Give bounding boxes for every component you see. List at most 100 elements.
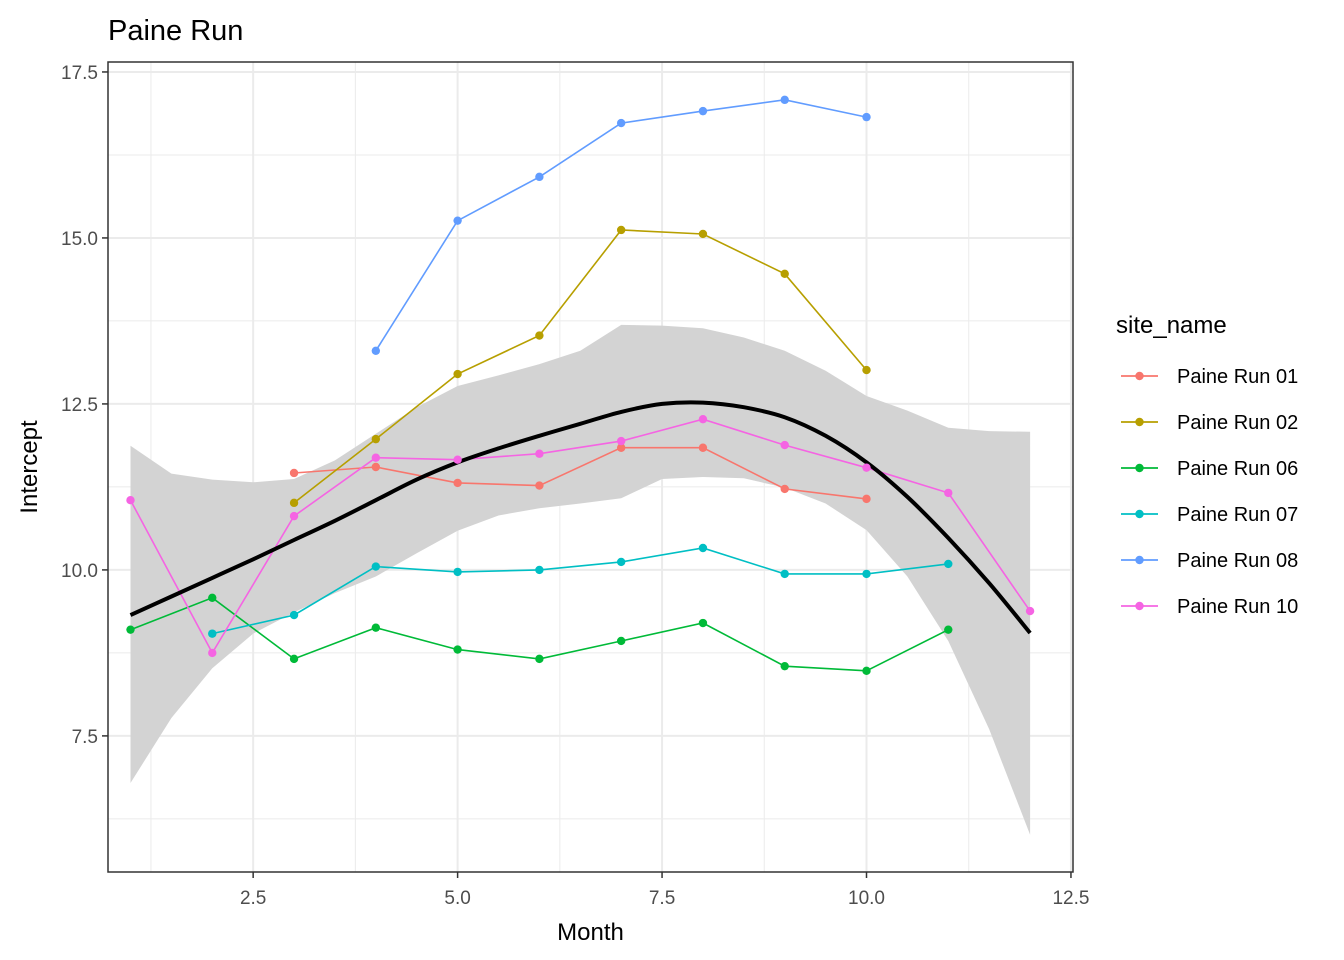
series-line	[293, 446, 867, 500]
data-point	[371, 346, 381, 356]
data-point	[862, 569, 871, 579]
data-point	[862, 463, 871, 472]
legend-label: Paine Run 01	[1177, 366, 1298, 388]
data-point	[289, 511, 299, 521]
data-point	[616, 636, 626, 646]
legend-item: Paine Run 06	[1121, 458, 1298, 480]
data-point	[698, 106, 708, 116]
data-point	[371, 462, 381, 472]
legend-key-point	[1135, 555, 1144, 565]
y-tick-label: 17.5	[61, 63, 98, 84]
legend-item: Paine Run 08	[1121, 550, 1298, 572]
legend-title: site_name	[1116, 312, 1227, 339]
legend-items: Paine Run 01 Paine Run 02 Paine Run 06 Pain…	[1121, 366, 1298, 618]
panel-border	[107, 61, 1074, 873]
legend-item: Paine Run 10	[1121, 596, 1298, 618]
data-point	[453, 567, 462, 577]
legend-label: Paine Run 08	[1177, 550, 1298, 572]
data-point	[371, 434, 381, 444]
data-point	[453, 645, 462, 654]
data-point	[780, 569, 789, 579]
data-point	[126, 625, 135, 634]
y-tick-label: 15.0	[61, 229, 98, 250]
legend-item: Paine Run 02	[1121, 412, 1298, 434]
data-point	[453, 216, 462, 225]
x-tick-label: 5.0	[444, 888, 470, 909]
data-point	[944, 488, 953, 498]
legend-label: Paine Run 02	[1177, 412, 1298, 434]
data-point	[944, 559, 953, 569]
chart-title: Paine Run	[108, 15, 243, 47]
data-point	[371, 562, 381, 571]
data-point	[944, 625, 953, 634]
y-tick-label: 12.5	[61, 395, 98, 416]
data-point	[862, 494, 871, 504]
legend-key-point	[1135, 509, 1144, 519]
data-point	[535, 565, 544, 575]
data-point	[208, 593, 217, 602]
data-point	[862, 112, 871, 122]
legend-key-point	[1135, 417, 1144, 427]
series-line	[293, 229, 868, 504]
smooth-trend-line	[129, 400, 1032, 635]
data-point	[698, 543, 708, 553]
data-point	[616, 557, 626, 567]
x-axis-title: Month	[557, 919, 624, 946]
x-axis: 2.5 5.0 7.5 10.0 12.5	[240, 872, 1089, 909]
x-tick-label: 12.5	[1052, 888, 1089, 909]
data-point	[535, 331, 544, 340]
data-point	[780, 484, 789, 494]
data-point	[698, 443, 708, 452]
legend-label: Paine Run 07	[1177, 504, 1298, 526]
data-point	[371, 623, 381, 632]
legend-key-point	[1135, 371, 1144, 381]
data-point	[371, 453, 381, 462]
data-point	[780, 269, 789, 278]
plot-panel	[107, 61, 1074, 873]
legend-key-point	[1135, 601, 1144, 611]
data-point	[862, 365, 871, 375]
legend-key-point	[1135, 463, 1144, 473]
y-axis-title: Intercept	[16, 420, 43, 514]
data-point	[453, 478, 462, 488]
series-line	[212, 547, 949, 635]
data-point	[616, 225, 626, 235]
data-point	[862, 666, 871, 676]
data-point	[535, 481, 544, 490]
data-point	[289, 498, 299, 508]
legend-item: Paine Run 01	[1121, 366, 1298, 388]
data-point	[780, 95, 789, 105]
data-point	[698, 229, 708, 239]
data-point	[698, 618, 708, 628]
confidence-band	[130, 324, 1031, 835]
data-point	[535, 654, 544, 664]
data-point	[535, 172, 544, 182]
data-point	[453, 455, 462, 464]
data-point	[289, 610, 299, 620]
x-tick-label: 2.5	[240, 888, 266, 909]
data-point	[616, 436, 626, 446]
data-point	[698, 414, 708, 424]
data-point	[616, 443, 626, 452]
data-point	[616, 118, 626, 128]
data-point	[289, 654, 299, 664]
x-tick-label: 10.0	[848, 888, 885, 909]
series-points	[126, 95, 1035, 676]
legend-item: Paine Run 07	[1121, 504, 1298, 526]
y-tick-label: 10.0	[61, 561, 98, 582]
data-point	[780, 661, 789, 671]
y-tick-label: 7.5	[72, 727, 98, 748]
legend-label: Paine Run 06	[1177, 458, 1298, 480]
data-point	[780, 440, 789, 450]
data-point	[208, 648, 217, 658]
data-point	[535, 449, 544, 458]
y-axis: 7.5 10.0 12.5 15.0 17.5	[61, 63, 108, 748]
data-point	[453, 369, 462, 379]
data-point	[1025, 606, 1035, 616]
data-point	[208, 629, 217, 638]
data-point	[289, 468, 299, 478]
x-tick-label: 7.5	[649, 888, 675, 909]
data-point	[126, 495, 135, 505]
